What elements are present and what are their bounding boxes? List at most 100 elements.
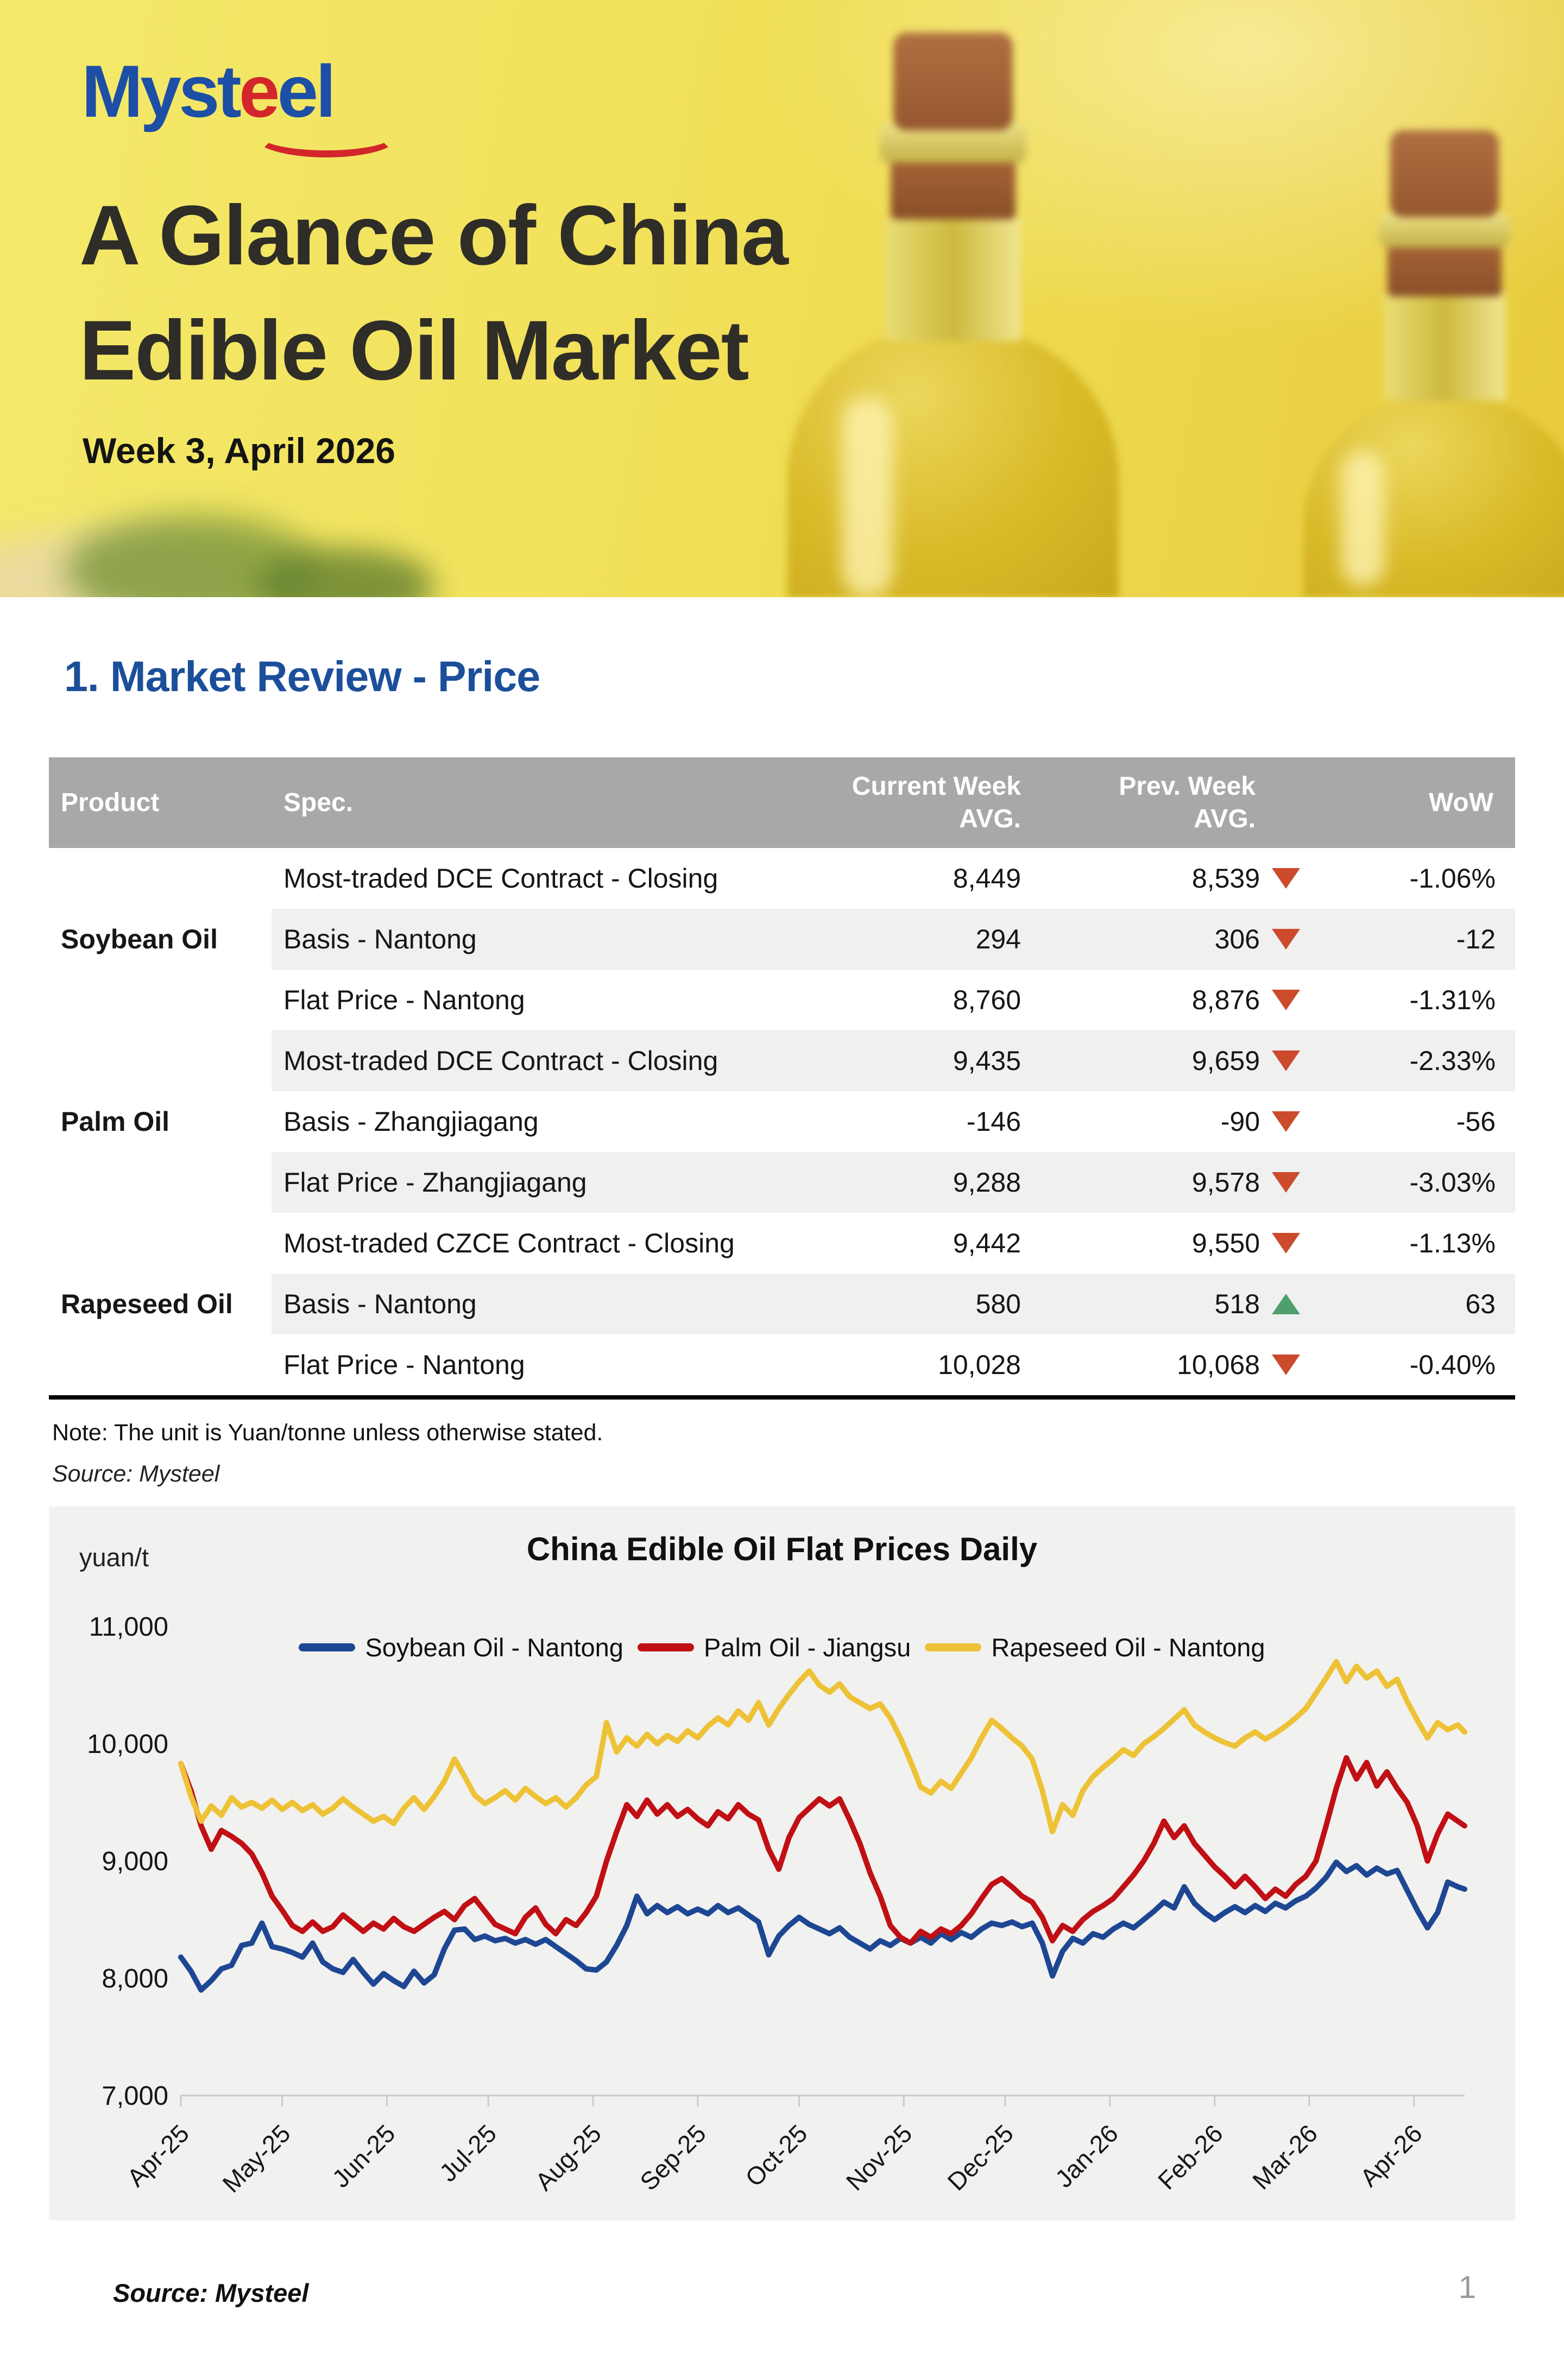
oil-bottle-illustration [777, 22, 1211, 597]
arrow-down-icon [1272, 1111, 1300, 1132]
table-row: Soybean Oil Most-traded DCE Contract - Cl… [49, 848, 1515, 1030]
report-title-line2: Edible Oil Market [79, 303, 749, 398]
spec-cell: Most-traded DCE Contract - Closing [283, 863, 718, 894]
chart-unit-label: yuan/t [79, 1543, 149, 1572]
wow-cell: -2.33% [1320, 1030, 1515, 1091]
prev-week-value: 9,659 [1191, 1046, 1260, 1076]
spec-cell: Basis - Zhangjiagang [283, 1106, 539, 1137]
legend-swatch-icon [637, 1643, 694, 1651]
report-week-subtitle: Week 3, April 2026 [83, 431, 395, 471]
prev-week-value: 9,578 [1191, 1167, 1260, 1198]
wow-cell: -1.06% [1409, 863, 1496, 894]
product-cell: Rapeseed Oil [49, 1213, 272, 1397]
x-tick-label: Nov-25 [841, 2119, 918, 2196]
table-row: Flat Price - Nantong 8,760 8,876 -1.31% [49, 970, 1515, 1030]
y-tick-label: 8,000 [102, 1964, 168, 1993]
arrow-up-icon [1272, 1294, 1300, 1314]
prev-week-cell: 9,578 [1043, 1152, 1320, 1213]
x-tick-label: Aug-25 [529, 2119, 607, 2196]
current-week-cell: 9,435 [749, 1030, 1043, 1091]
prev-week-cell: 518 [1043, 1274, 1320, 1334]
spec-cell: Most-traded CZCE Contract - Closing [283, 1228, 735, 1258]
bottle-cork-inner [1388, 244, 1502, 296]
bottle-neck [1384, 292, 1505, 401]
legend-label: Palm Oil - Jiangsu [703, 1633, 911, 1662]
series-line [178, 1755, 1467, 1946]
wow-cell: 63 [1320, 1274, 1515, 1334]
spec-cell: Basis - Nantong [272, 1274, 749, 1334]
price-table-body: Soybean Oil Most-traded DCE Contract - Cl… [49, 848, 1515, 1397]
bottle-highlight [842, 396, 893, 597]
spec-cell: Flat Price - Nantong [283, 985, 525, 1015]
bottle-cork [893, 33, 1013, 130]
current-week-cell: 10,028 [938, 1350, 1021, 1380]
x-tick-label: Mar-26 [1247, 2119, 1323, 2195]
logo-text-red: e [238, 50, 280, 132]
oil-bottle-illustration-2 [1303, 125, 1564, 597]
y-tick-label: 10,000 [87, 1730, 168, 1759]
arrow-down-icon [1272, 1233, 1300, 1254]
chart-legend: Soybean Oil - Nantong Palm Oil - Jiangsu R… [49, 1632, 1515, 1662]
chart-title: China Edible Oil Flat Prices Daily [526, 1531, 1038, 1567]
wow-cell: -0.40% [1409, 1350, 1496, 1380]
price-chart: yuan/t China Edible Oil Flat Prices Dail… [49, 1507, 1515, 2220]
x-tick-label: Sep-25 [634, 2119, 711, 2196]
legend-label: Soybean Oil - Nantong [365, 1633, 623, 1662]
arrow-down-icon [1272, 929, 1300, 950]
legend-item: Soybean Oil - Nantong [299, 1632, 623, 1662]
prev-week-cell: 306 [1043, 909, 1320, 970]
bottle-cork [1390, 130, 1499, 217]
x-tick-label: Feb-26 [1152, 2119, 1228, 2195]
series-line [178, 1859, 1467, 1993]
x-tick-label: Apr-26 [1354, 2119, 1427, 2192]
current-week-cell: 8,449 [953, 863, 1021, 894]
table-row: Basis - Nantong 580 518 63 [49, 1274, 1515, 1334]
logo-text-blue: Myst [81, 50, 242, 132]
current-week-cell: -146 [966, 1106, 1021, 1137]
current-week-cell: 8,760 [953, 985, 1021, 1015]
table-note: Note: The unit is Yuan/tonne unless othe… [52, 1420, 603, 1446]
legend-label: Rapeseed Oil - Nantong [991, 1633, 1265, 1662]
wow-cell: -1.13% [1409, 1228, 1496, 1258]
col-header-spec: Spec. [272, 757, 749, 848]
current-week-cell: 294 [749, 909, 1043, 970]
current-week-cell: 580 [749, 1274, 1043, 1334]
prev-week-cell: 10,068 [1043, 1334, 1320, 1397]
col-header-product: Product [49, 757, 272, 848]
wow-cell: -1.31% [1409, 985, 1496, 1015]
prev-week-cell: 8,539 [1043, 848, 1320, 909]
legend-swatch-icon [925, 1643, 982, 1651]
prev-week-value: 10,068 [1177, 1350, 1260, 1380]
arrow-down-icon [1272, 990, 1300, 1010]
legend-swatch-icon [299, 1643, 356, 1651]
bottle-body [787, 327, 1119, 597]
table-row: Basis - Nantong 294 306 -12 [49, 909, 1515, 970]
y-tick-label: 11,000 [89, 1612, 168, 1642]
prev-week-value: 8,539 [1191, 863, 1260, 894]
x-tick-label: Apr-25 [122, 2119, 194, 2192]
series-line [178, 1659, 1467, 1834]
arrow-down-icon [1272, 1354, 1300, 1375]
product-cell: Soybean Oil [49, 848, 272, 1030]
spec-cell: Flat Price - Nantong [283, 1350, 525, 1380]
table-source: Source: Mysteel [52, 1461, 220, 1487]
spec-cell: Basis - Nantong [272, 909, 749, 970]
bottle-lip [1379, 213, 1510, 248]
spec-cell: Most-traded DCE Contract - Closing [272, 1030, 749, 1091]
col-header-prev-week: Prev. Week AVG. [1043, 757, 1320, 848]
wow-cell: -12 [1320, 909, 1515, 970]
x-tick-label: Jun-25 [326, 2119, 400, 2193]
prev-week-cell: 9,550 [1043, 1213, 1320, 1274]
price-table: Product Spec. Current Week AVG. Prev. We… [49, 757, 1515, 1400]
prev-week-cell: -90 [1043, 1091, 1320, 1152]
hero-banner: Mysteel A Glance of China Edible Oil Mar… [0, 0, 1564, 597]
prev-week-cell: 9,659 [1043, 1030, 1320, 1091]
prev-week-value: -90 [1220, 1106, 1260, 1137]
x-tick-label: Dec-25 [942, 2119, 1019, 2196]
legend-item: Rapeseed Oil - Nantong [925, 1632, 1265, 1662]
y-tick-label: 9,000 [102, 1847, 168, 1876]
x-tick-label: May-25 [217, 2119, 295, 2198]
table-row: Flat Price - Zhangjiagang 9,288 9,578 -3.03… [49, 1152, 1515, 1213]
bottle-highlight [1341, 451, 1385, 586]
prev-week-value: 306 [1214, 924, 1260, 954]
